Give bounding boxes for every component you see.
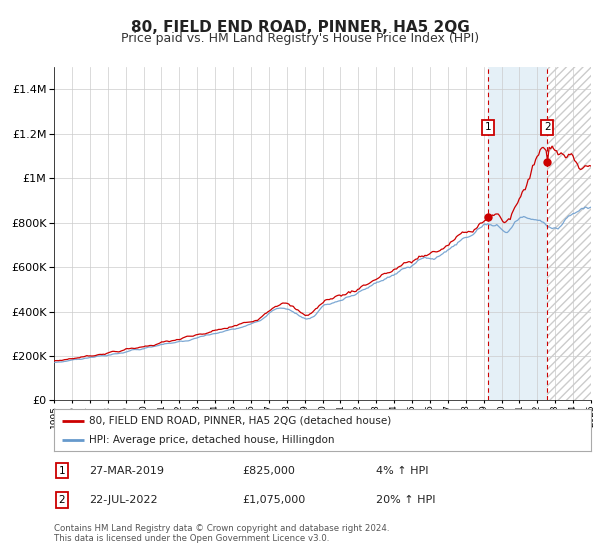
Text: Price paid vs. HM Land Registry's House Price Index (HPI): Price paid vs. HM Land Registry's House … <box>121 32 479 45</box>
Text: 27-MAR-2019: 27-MAR-2019 <box>89 465 164 475</box>
Text: 4% ↑ HPI: 4% ↑ HPI <box>376 465 428 475</box>
Text: 1: 1 <box>59 465 65 475</box>
Text: 2: 2 <box>59 495 65 505</box>
Text: 80, FIELD END ROAD, PINNER, HA5 2QG (detached house): 80, FIELD END ROAD, PINNER, HA5 2QG (det… <box>89 416 391 426</box>
Text: 80, FIELD END ROAD, PINNER, HA5 2QG: 80, FIELD END ROAD, PINNER, HA5 2QG <box>131 20 469 35</box>
Text: HPI: Average price, detached house, Hillingdon: HPI: Average price, detached house, Hill… <box>89 435 334 445</box>
Text: Contains HM Land Registry data © Crown copyright and database right 2024.
This d: Contains HM Land Registry data © Crown c… <box>54 524 389 543</box>
Text: £825,000: £825,000 <box>242 465 295 475</box>
Text: 2: 2 <box>544 122 550 132</box>
Text: 22-JUL-2022: 22-JUL-2022 <box>89 495 158 505</box>
Bar <box>488 67 547 400</box>
Text: £1,075,000: £1,075,000 <box>242 495 305 505</box>
Bar <box>547 67 591 400</box>
Text: 20% ↑ HPI: 20% ↑ HPI <box>376 495 436 505</box>
Text: 1: 1 <box>484 122 491 132</box>
